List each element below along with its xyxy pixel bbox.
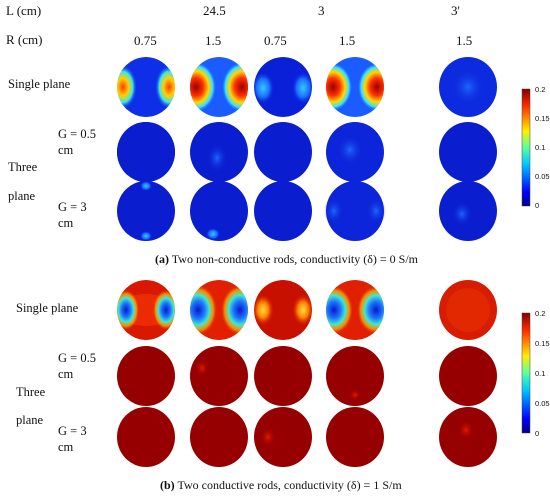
colorbar-b	[521, 312, 531, 434]
b-g3-label-1: G = 3	[58, 424, 87, 438]
map-b-g05-l3p-r15	[439, 346, 497, 406]
r-value-col5: 1.5	[456, 33, 473, 48]
map-b-single-l24-r15	[190, 280, 248, 340]
map-a-g05-l24-r075-shade	[117, 122, 175, 182]
b-g05-label-1: G = 0.5	[58, 351, 96, 365]
map-b-single-l3-r075	[254, 280, 312, 340]
panel-a-caption-text: Two non-conductive rods, conductivity (δ…	[169, 252, 418, 266]
map-b-g05-l3-r15	[326, 346, 384, 406]
colorbar-a	[521, 88, 531, 207]
a-colorbar-tick: 0.1	[535, 143, 546, 152]
map-b-single-l3-r15	[326, 280, 384, 340]
b-colorbar-tick: 0.2	[535, 309, 546, 318]
r-value-col1: 0.75	[134, 33, 157, 48]
map-b-g3-l3-r075-spot	[260, 427, 276, 447]
map-a-g3-l3-r15	[326, 181, 384, 241]
a-three-label-1: Three	[8, 160, 38, 174]
map-a-g3-l24-r15	[190, 181, 248, 241]
map-b-g05-l24-r15	[190, 346, 248, 406]
a-colorbar-tick: 0	[535, 201, 540, 210]
b-three-label-2: plane	[16, 413, 44, 427]
panel-b-caption: (b) Two conductive rods, conductivity (δ…	[160, 478, 402, 493]
map-b-g3-l3-r15	[326, 407, 384, 467]
l-value-24-5: 24.5	[203, 3, 226, 18]
map-a-g3-l3p-r15-shade	[452, 202, 472, 226]
map-a-single-l3-r075	[254, 57, 312, 117]
a-colorbar-tick: 0.2	[535, 85, 546, 94]
map-b-g3-l24-r075	[117, 407, 175, 467]
r-header-label: R (cm)	[6, 32, 43, 47]
r-value-col3: 0.75	[264, 33, 287, 48]
a-g05-label-1: G = 0.5	[58, 127, 96, 141]
panel-a-caption-prefix: (a)	[155, 252, 169, 266]
map-a-single-l24-r075	[117, 57, 175, 117]
map-a-g05-l3-r15-shade	[336, 134, 364, 166]
map-a-g3-l3-r075	[254, 181, 312, 241]
l-header-label: L (cm)	[6, 3, 42, 18]
map-a-g05-l3-r075	[254, 122, 312, 182]
l-value-3-prime: 3'	[451, 3, 460, 18]
map-a-g3-l24-r15-spot	[206, 228, 220, 240]
r-value-col2: 1.5	[205, 33, 222, 48]
map-b-g3-l3p-r15-spot	[458, 420, 474, 440]
a-colorbar-tick: 0.05	[535, 172, 550, 181]
map-a-g3-l24-r075	[117, 181, 175, 241]
map-a-g3-l24-r075-bottom-spot	[140, 231, 152, 241]
b-colorbar-tick: 0.1	[535, 369, 546, 378]
a-single-plane-label: Single plane	[8, 77, 71, 91]
map-b-g05-l3-r075	[254, 346, 312, 406]
map-b-g3-l3-r075	[254, 407, 312, 467]
b-colorbar-tick: 0.05	[535, 399, 550, 408]
map-a-single-l24-r15	[190, 57, 248, 117]
map-b-single-l3p-r15-shade	[446, 288, 490, 332]
panel-b-caption-text: Two conductive rods, conductivity (δ) = …	[174, 478, 402, 492]
b-single-plane-label: Single plane	[16, 301, 79, 315]
panel-b-caption-prefix: (b)	[160, 478, 175, 492]
a-g3-label-1: G = 3	[58, 200, 87, 214]
map-a-single-l3-r15	[326, 57, 384, 117]
a-g05-label-2: cm	[58, 143, 74, 157]
panel-a-caption: (a) Two non-conductive rods, conductivit…	[155, 252, 418, 267]
map-b-g05-l24-r075	[117, 346, 175, 406]
a-three-label-2: plane	[8, 189, 36, 203]
map-a-g05-l3p-r15	[439, 122, 497, 182]
b-g3-label-2: cm	[58, 440, 74, 454]
l-value-3: 3	[318, 3, 325, 18]
map-a-g3-l24-r075-top-spot	[140, 181, 152, 191]
b-three-label-1: Three	[16, 385, 46, 399]
b-g05-label-2: cm	[58, 367, 74, 381]
map-b-g05-l3-r15-spot	[349, 389, 361, 401]
r-value-col4: 1.5	[339, 33, 356, 48]
a-colorbar-tick: 0.15	[535, 114, 550, 123]
a-g3-label-2: cm	[58, 216, 74, 230]
map-a-g3-l3-r15-shade-l	[324, 197, 344, 225]
b-colorbar-tick: 0	[535, 429, 540, 438]
map-a-single-l3p-r15-shade	[450, 67, 486, 107]
map-b-single-l24-r075	[117, 280, 175, 340]
b-colorbar-tick: 0.15	[535, 339, 550, 348]
map-a-g05-l24-r15-shade	[207, 144, 227, 172]
map-b-g05-l24-r15-spot	[195, 359, 209, 377]
map-a-g3-l3-r15-shade-r	[366, 197, 386, 225]
map-b-g3-l24-r15	[190, 407, 248, 467]
